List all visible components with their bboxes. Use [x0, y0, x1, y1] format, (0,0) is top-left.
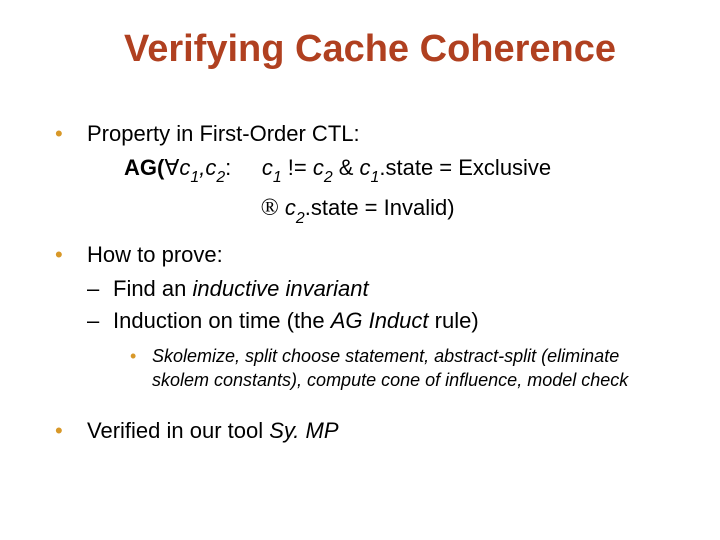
bullet-text: Verified in our tool Sy. MP: [87, 416, 339, 446]
slide-title: Verifying Cache Coherence: [75, 28, 665, 71]
bullet-text: Skolemize, split choose statement, abstr…: [152, 344, 655, 392]
bullet-text: How to prove:: [87, 240, 223, 270]
bullet-invariant: – Find an inductive invariant: [87, 274, 665, 304]
formula-line-2: ® c2.state = Invalid): [230, 193, 665, 231]
bullet-dot: •: [55, 119, 69, 149]
bullet-text: Property in First-Order CTL:: [87, 119, 360, 149]
bullet-dot: •: [130, 344, 140, 368]
bullet-dot: •: [55, 240, 69, 270]
dash: –: [87, 306, 101, 336]
bullet-verified: • Verified in our tool Sy. MP: [55, 416, 665, 446]
bullet-howto: • How to prove:: [55, 240, 665, 270]
bullet-property: • Property in First-Order CTL:: [55, 119, 665, 149]
bullet-skolemize: • Skolemize, split choose statement, abs…: [130, 344, 655, 392]
bullet-induction: – Induction on time (the AG Induct rule): [87, 306, 665, 336]
bullet-text: Induction on time (the AG Induct rule): [113, 306, 479, 336]
bullet-text: Find an inductive invariant: [113, 274, 369, 304]
bullet-dot: •: [55, 416, 69, 446]
formula-line-1: AG(∀c1,c2: c1 != c2 & c1.state = Exclusi…: [124, 153, 665, 191]
dash: –: [87, 274, 101, 304]
